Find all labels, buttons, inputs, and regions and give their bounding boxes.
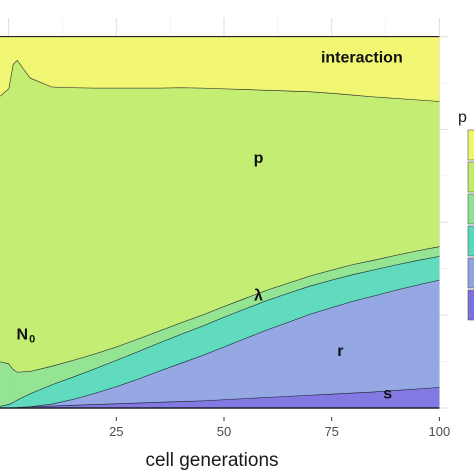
legend-key-4 bbox=[467, 257, 474, 289]
x-tick-label-0: 25 bbox=[109, 424, 123, 439]
annotation-p: p bbox=[254, 150, 264, 167]
x-tick-label-2: 75 bbox=[324, 424, 338, 439]
area-layers bbox=[0, 36, 440, 409]
area-annotations: interaction p λ r s N0 bbox=[17, 50, 403, 403]
annotation-N0-main: N bbox=[17, 326, 29, 343]
area-interaction bbox=[0, 36, 440, 102]
legend-keys bbox=[467, 129, 474, 321]
x-axis-ticks: 25 50 75 100 bbox=[109, 417, 450, 439]
annotation-s: s bbox=[383, 386, 392, 403]
area-r bbox=[0, 279, 440, 408]
legend: p bbox=[458, 109, 474, 321]
annotation-r: r bbox=[337, 343, 343, 360]
legend-key-3 bbox=[467, 225, 474, 257]
legend-title: p bbox=[458, 109, 467, 126]
area-p bbox=[0, 59, 440, 372]
legend-key-5 bbox=[467, 289, 474, 321]
annotation-N0-subscript: 0 bbox=[29, 333, 35, 345]
annotation-N0: N0 bbox=[17, 326, 36, 345]
area-N0 bbox=[0, 246, 440, 407]
annotation-interaction: interaction bbox=[321, 50, 403, 67]
area-s bbox=[0, 387, 440, 408]
legend-key-1 bbox=[467, 161, 474, 193]
annotation-λ: λ bbox=[254, 287, 263, 304]
x-axis-title: cell generations bbox=[145, 450, 278, 471]
area-λ bbox=[0, 256, 440, 408]
x-tick-label-1: 50 bbox=[217, 424, 231, 439]
legend-key-0 bbox=[467, 129, 474, 161]
legend-key-2 bbox=[467, 193, 474, 225]
x-tick-label-3: 100 bbox=[429, 424, 451, 439]
